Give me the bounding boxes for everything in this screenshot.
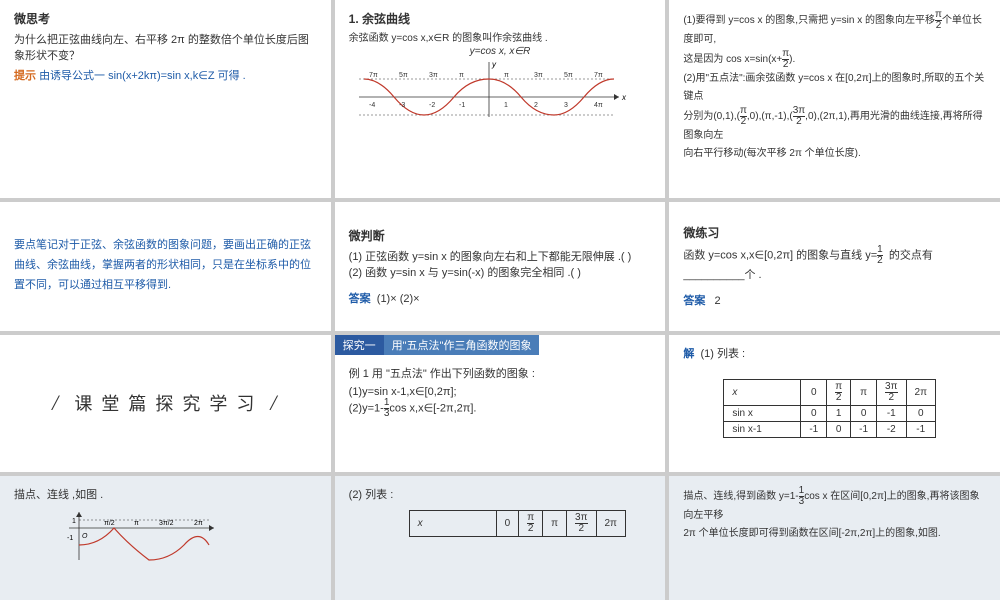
cell-ex: 微练习 函数 y=cos x,x∈[0,2π] 的图象与直线 y=12 的交点有… [669, 202, 1000, 331]
h: 1. 余弦曲线 [349, 10, 652, 27]
t: (2) 列表 : [349, 486, 652, 502]
h: 微判断 [349, 227, 652, 244]
svg-text:3: 3 [564, 102, 568, 109]
d: 余弦函数 y=cos x,x∈R 的图象叫作余弦曲线 . [349, 29, 652, 44]
at: 2 [715, 295, 721, 307]
svg-text:O: O [82, 533, 88, 540]
h: 解 [683, 348, 694, 360]
svg-text:7π: 7π [369, 72, 378, 79]
q: 为什么把正弦曲线向左、右平移 2π 的整数倍个单位长度后图象形状不变？ [14, 31, 317, 63]
svg-text:4π: 4π [594, 102, 603, 109]
svg-text:2: 2 [534, 102, 538, 109]
svg-text:-1: -1 [459, 102, 465, 109]
cell-judge: 微判断 (1) 正弦函数 y=sin x 的图象向左右和上下都能无限伸展 .( … [335, 202, 666, 331]
sec: / 课 堂 篇 探 究 学 习 / [14, 390, 317, 416]
tbl: x0π2π3π22π sin x010-10 sin x-1-10-1-2-1 [723, 379, 936, 438]
cell-think: 微思考 为什么把正弦曲线向左、右平移 2π 的整数倍个单位长度后图象形状不变？ … [0, 0, 331, 198]
lbl: y=cos x, x∈R [349, 46, 652, 57]
svg-text:-4: -4 [369, 102, 375, 109]
cell-section: / 课 堂 篇 探 究 学 习 / [0, 335, 331, 473]
cell-tbl2: (2) 列表 : x0π2π3π22π [335, 476, 666, 600]
svg-text:-3: -3 [399, 102, 405, 109]
svg-text:y: y [491, 60, 497, 69]
q1: (1) 正弦函数 y=sin x 的图象向左右和上下都能无限伸展 .( ) [349, 248, 652, 264]
svg-text:5π: 5π [399, 72, 408, 79]
svg-text:-1: -1 [67, 535, 73, 542]
svg-text:5π: 5π [564, 72, 573, 79]
t1: 描点、连线,得到函数 y=1-13cos x 在区间[0,2π]上的图象,再将该… [683, 486, 986, 525]
p2: 这是因为 cos x=sin(x+π2). [683, 49, 986, 70]
svg-text:1: 1 [504, 102, 508, 109]
t: 例 1 用 "五点法" 作出下列函数的图象 : [349, 365, 652, 381]
cell-note2: 描点、连线,得到函数 y=1-13cos x 在区间[0,2π]上的图象,再将该… [669, 476, 1000, 600]
q2: (2) 函数 y=sin x 与 y=sin(-x) 的图象完全相同 .( ) [349, 264, 652, 280]
cell-plot1: 描点、连线 ,如图 . 1 -1 O π/2 π 3π/2 2π [0, 476, 331, 600]
cell-keynote: 要点笔记对于正弦、余弦函数的图象问题，要画出正确的正弦曲线、余弦曲线，掌握两者的… [0, 202, 331, 331]
h: 微练习 [683, 224, 986, 241]
cos-graph: x y 7π 5π 3π π π 3π 5π 7π -4 -3 -2 -1 1 2 3 4π [349, 57, 629, 122]
hint-lbl: 提示 [14, 70, 36, 82]
p3: (2)用"五点法":画余弦函数 y=cos x 在[0,2π]上的图象时,所取的… [683, 70, 986, 106]
t2: 2π 个单位长度即可得到函数在区间[-2π,2π]上的图象,如图. [683, 525, 986, 543]
svg-text:7π: 7π [594, 72, 603, 79]
cell-cos: 1. 余弦曲线 余弦函数 y=cos x,x∈R 的图象叫作余弦曲线 . y=c… [335, 0, 666, 198]
svg-text:-2: -2 [429, 102, 435, 109]
t: 描点、连线 ,如图 . [14, 486, 317, 502]
svg-text:x: x [621, 93, 627, 102]
tbl: x0π2π3π22π [409, 510, 626, 537]
h: 微思考 [14, 10, 317, 27]
svg-text:3π/2: 3π/2 [159, 520, 174, 527]
a: 答案 [683, 295, 705, 307]
ht: (1) 列表 : [700, 348, 745, 360]
p4: 分别为(0,1),(π2,0),(π,-1),(3π2,0),(2π,1),再用… [683, 106, 986, 145]
svg-text:3π: 3π [429, 72, 438, 79]
cell-sol1: 解 (1) 列表 : x0π2π3π22π sin x010-10 sin x-… [669, 335, 1000, 473]
p5: 向右平行移动(每次平移 2π 个单位长度). [683, 145, 986, 163]
cell-note1: (1)要得到 y=cos x 的图象,只需把 y=sin x 的图象向左平移π2… [669, 0, 1000, 198]
a: 答案 [349, 293, 371, 305]
p1: (1)要得到 y=cos x 的图象,只需把 y=sin x 的图象向左平移π2… [683, 10, 986, 49]
t: 要点笔记对于正弦、余弦函数的图象问题，要画出正确的正弦曲线、余弦曲线，掌握两者的… [14, 236, 317, 295]
svg-text:2π: 2π [194, 520, 203, 527]
plot: 1 -1 O π/2 π 3π/2 2π [64, 510, 224, 565]
svg-text:π/2: π/2 [104, 520, 115, 527]
svg-text:1: 1 [72, 518, 76, 525]
svg-text:π: π [504, 72, 509, 79]
svg-text:π: π [134, 520, 139, 527]
at: (1)× (2)× [377, 293, 420, 305]
q: 函数 y=cos x,x∈[0,2π] 的图象与直线 y=12 的交点有____… [683, 245, 986, 282]
svg-text:3π: 3π [534, 72, 543, 79]
l1: (1)y=sin x-1,x∈[0,2π]; [349, 385, 652, 398]
cell-explore: 探究一用"五点法"作三角函数的图象 例 1 用 "五点法" 作出下列函数的图象 … [335, 335, 666, 473]
l2: (2)y=1-13cos x,x∈[-2π,2π]. [349, 398, 652, 419]
hint-txt: 由诱导公式一 sin(x+2kπ)=sin x,k∈Z 可得 . [39, 70, 246, 82]
hdr: 探究一用"五点法"作三角函数的图象 [335, 335, 666, 355]
svg-text:π: π [459, 72, 464, 79]
